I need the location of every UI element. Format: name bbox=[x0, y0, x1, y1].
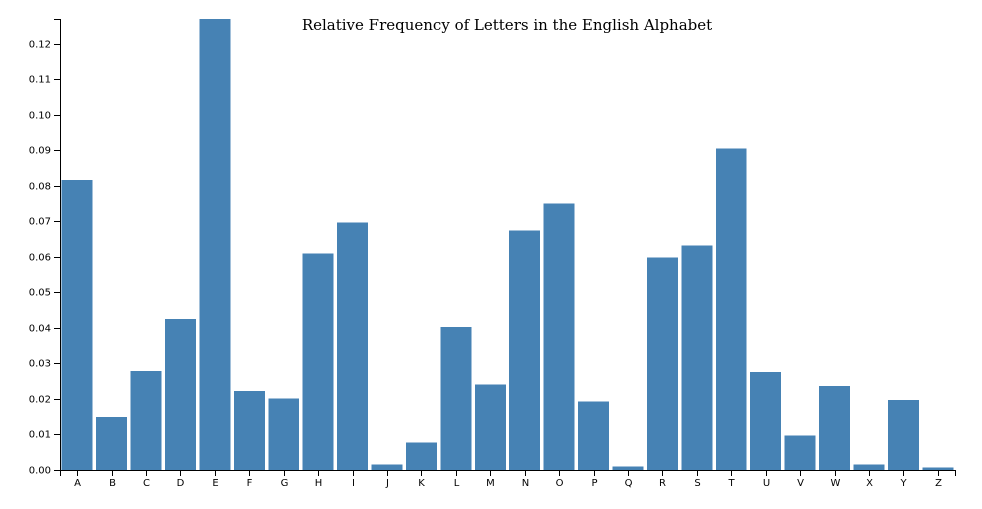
x-tick-label: K bbox=[418, 478, 425, 489]
bar-W bbox=[819, 386, 851, 470]
y-tick-label: 0.02 bbox=[29, 395, 51, 406]
bar-B bbox=[96, 417, 128, 470]
x-tick-label: E bbox=[212, 478, 218, 489]
x-tick-label: F bbox=[247, 478, 253, 489]
y-axis-line bbox=[54, 19, 61, 471]
x-tick-label: O bbox=[556, 478, 564, 489]
bar-M bbox=[474, 384, 506, 470]
x-tick-label: A bbox=[74, 478, 81, 489]
bar-J bbox=[371, 464, 403, 470]
x-axis-line bbox=[60, 470, 956, 476]
bar-Z bbox=[922, 467, 954, 470]
x-tick-label: M bbox=[486, 478, 495, 489]
x-tick-label: S bbox=[694, 478, 700, 489]
x-tick-label: U bbox=[763, 478, 770, 489]
y-tick-label: 0.03 bbox=[29, 359, 51, 370]
y-tick-label: 0.05 bbox=[29, 288, 51, 299]
bar-G bbox=[268, 398, 300, 470]
x-axis: A B C D E F G H I J K L M N O P Q R S T U V W X Y Z bbox=[60, 470, 956, 489]
bar-P bbox=[578, 401, 610, 470]
bar-Q bbox=[612, 466, 644, 470]
y-tick-label: 0.00 bbox=[29, 466, 51, 477]
bar-K bbox=[405, 442, 437, 470]
x-tick-label: D bbox=[177, 478, 185, 489]
bar-O bbox=[543, 203, 575, 470]
bar-Y bbox=[887, 399, 919, 470]
x-tick-label: Z bbox=[935, 478, 942, 489]
x-tick-label: L bbox=[454, 478, 460, 489]
y-tick-label: 0.08 bbox=[29, 182, 51, 193]
bar-E bbox=[199, 19, 231, 470]
y-tick-label: 0.12 bbox=[29, 40, 51, 51]
y-tick-label: 0.10 bbox=[29, 111, 51, 122]
y-axis: 0.00 0.01 0.02 0.03 0.04 0.05 0.06 0.07 0.08 0.09… bbox=[29, 19, 61, 477]
x-tick-label: B bbox=[109, 478, 116, 489]
y-tick-label: 0.11 bbox=[29, 75, 51, 86]
y-tick-label: 0.04 bbox=[29, 324, 51, 335]
bar-N bbox=[509, 230, 541, 470]
x-tick-label: H bbox=[315, 478, 323, 489]
bar-L bbox=[440, 327, 472, 470]
y-tick-label: 0.09 bbox=[29, 146, 51, 157]
x-tick-label: G bbox=[281, 478, 289, 489]
x-tick-label: Q bbox=[625, 478, 633, 489]
plot-area bbox=[61, 19, 954, 471]
y-tick-label: 0.07 bbox=[29, 217, 51, 228]
chart-title: Relative Frequency of Letters in the Eng… bbox=[302, 16, 712, 34]
bar-T bbox=[715, 148, 747, 470]
x-tick-label: Y bbox=[899, 478, 907, 489]
bar-A bbox=[61, 180, 93, 471]
x-tick-label: R bbox=[659, 478, 666, 489]
bar-R bbox=[646, 257, 678, 470]
bar-S bbox=[681, 245, 713, 470]
bar-U bbox=[750, 372, 782, 470]
y-tick-label: 0.01 bbox=[29, 430, 51, 441]
x-tick-label: P bbox=[591, 478, 597, 489]
x-tick-label: J bbox=[385, 478, 389, 489]
x-tick-label: C bbox=[143, 478, 150, 489]
bar-D bbox=[164, 318, 196, 470]
x-tick-label: W bbox=[831, 478, 841, 489]
x-tick-label: V bbox=[797, 478, 804, 489]
x-tick-label: X bbox=[866, 478, 873, 489]
bar-X bbox=[853, 464, 885, 470]
bar-H bbox=[302, 253, 334, 470]
x-tick-label: N bbox=[522, 478, 529, 489]
bar-F bbox=[233, 390, 265, 470]
bar-I bbox=[337, 222, 369, 470]
bar-C bbox=[130, 371, 162, 470]
x-tick-label: T bbox=[727, 478, 735, 489]
x-tick-label: I bbox=[352, 478, 355, 489]
bar-V bbox=[784, 435, 816, 470]
y-tick-label: 0.06 bbox=[29, 253, 51, 264]
